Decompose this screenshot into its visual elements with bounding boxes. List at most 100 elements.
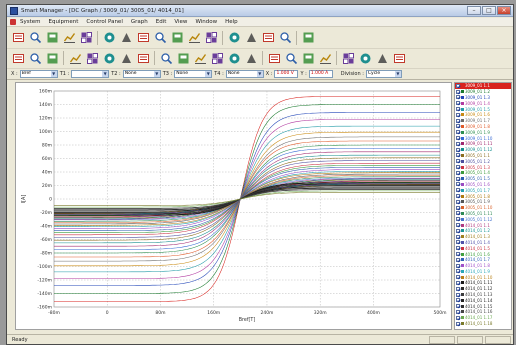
- series-checkbox[interactable]: [456, 292, 460, 297]
- series-list-item[interactable]: 3005_01 1.2: [455, 158, 511, 164]
- series-checkbox[interactable]: [456, 211, 460, 216]
- chart-view-icon[interactable]: [101, 50, 117, 66]
- menu-control-panel[interactable]: Control Panel: [86, 19, 123, 25]
- series-checkbox[interactable]: [456, 136, 460, 141]
- series-list-item[interactable]: 4014_01 1.2: [455, 228, 511, 234]
- align-left-icon[interactable]: [44, 50, 60, 66]
- print-icon[interactable]: [374, 50, 390, 66]
- window-icon[interactable]: [118, 30, 134, 46]
- division-select[interactable]: Cycle ▼: [365, 70, 402, 78]
- series-list-item[interactable]: 4014_01 1.9: [455, 269, 511, 275]
- series-checkbox[interactable]: [456, 101, 460, 106]
- chart-icon[interactable]: [203, 30, 219, 46]
- series-checkbox[interactable]: [456, 199, 460, 204]
- series-checkbox[interactable]: [456, 286, 460, 291]
- series-checkbox[interactable]: [456, 217, 460, 222]
- zoom-reset-icon[interactable]: [192, 50, 208, 66]
- scale-icon[interactable]: [300, 50, 316, 66]
- series-checkbox[interactable]: [456, 159, 460, 164]
- series-checkbox[interactable]: [456, 280, 460, 285]
- maximize-button[interactable]: □: [482, 6, 496, 15]
- series-list-item[interactable]: 3005_01 1.10: [455, 205, 511, 211]
- series-list-item[interactable]: 4014_01 1.14: [455, 297, 511, 303]
- record-icon[interactable]: [243, 50, 259, 66]
- series-list-item[interactable]: 3005_01 1.6: [455, 182, 511, 188]
- series-list-item[interactable]: 3009_01 1.3: [455, 95, 511, 101]
- y-scale-input[interactable]: 1.000 A: [308, 70, 333, 78]
- marker-icon[interactable]: [340, 50, 356, 66]
- series-checkbox[interactable]: [456, 298, 460, 303]
- export-icon[interactable]: [283, 50, 299, 66]
- series-checkbox[interactable]: [456, 252, 460, 256]
- series-checkbox[interactable]: [456, 118, 460, 123]
- t2-select[interactable]: None ▼: [122, 70, 161, 78]
- series-checkbox[interactable]: [456, 188, 460, 193]
- series-list-item[interactable]: 4014_01 1.16: [455, 309, 511, 315]
- series-list-item[interactable]: 3005_01 1.3: [455, 164, 511, 170]
- series-checkbox[interactable]: [456, 309, 460, 314]
- series-list-item[interactable]: 4014_01 1.1: [455, 222, 511, 228]
- series-checkbox[interactable]: [456, 240, 460, 245]
- series-list-item[interactable]: 4014_01 1.3: [455, 234, 511, 240]
- series-checkbox[interactable]: [456, 170, 460, 175]
- menu-window[interactable]: Window: [195, 19, 218, 25]
- open-file-icon[interactable]: [27, 30, 43, 46]
- write-icon[interactable]: [61, 30, 77, 46]
- info-icon[interactable]: [317, 50, 333, 66]
- series-checkbox[interactable]: [456, 107, 460, 112]
- book-icon[interactable]: [277, 30, 293, 46]
- series-list-item[interactable]: 4014_01 1.5: [455, 245, 511, 251]
- series-list-item[interactable]: 3009_01 1.5: [455, 106, 511, 112]
- menu-system[interactable]: System: [20, 19, 41, 25]
- series-list-item[interactable]: 3009_01 1.4: [455, 100, 511, 106]
- edit-icon[interactable]: [260, 30, 276, 46]
- series-checkbox[interactable]: [456, 176, 460, 181]
- series-checkbox[interactable]: [456, 269, 460, 274]
- list-icon[interactable]: [186, 30, 202, 46]
- dc-graph-panel[interactable]: -80m 0 80m 160m 240m 320m 400m 500m 160m 140m 120m…: [15, 82, 452, 330]
- series-checkbox[interactable]: [456, 153, 460, 158]
- series-checkbox[interactable]: [456, 223, 460, 228]
- series-list-item[interactable]: 3005_01 1.11: [455, 211, 511, 217]
- t3-select[interactable]: None ▼: [174, 70, 213, 78]
- series-list-item[interactable]: 3005_01 1.7: [455, 187, 511, 193]
- series-list-item[interactable]: 3009_01 1.1: [455, 83, 511, 89]
- menu-view[interactable]: View: [174, 19, 188, 25]
- series-checkbox[interactable]: [456, 228, 460, 233]
- series-list-item[interactable]: 4014_01 1.13: [455, 292, 511, 298]
- grid-toggle-icon[interactable]: [209, 50, 225, 66]
- series-list-item[interactable]: 4014_01 1.15: [455, 303, 511, 309]
- series-checkbox[interactable]: [456, 124, 460, 129]
- series-checkbox[interactable]: [456, 112, 460, 117]
- series-checkbox[interactable]: [456, 95, 460, 100]
- cursor-icon[interactable]: [226, 50, 242, 66]
- menu-graph[interactable]: Graph: [130, 19, 148, 25]
- series-checkbox[interactable]: [456, 257, 460, 262]
- mdi-controls[interactable]: [495, 19, 509, 25]
- series-list-item[interactable]: 4014_01 1.10: [455, 274, 511, 280]
- series-list-item[interactable]: 3009_01 1.12: [455, 147, 511, 153]
- axis-icon[interactable]: [118, 50, 134, 66]
- series-list-item[interactable]: 3009_01 1.6: [455, 112, 511, 118]
- series-list-item[interactable]: 3009_01 1.2: [455, 89, 511, 95]
- series-list-item[interactable]: 3009_01 1.7: [455, 118, 511, 124]
- series-checkbox[interactable]: [456, 246, 460, 251]
- zoom-fit-icon[interactable]: [175, 50, 191, 66]
- series-checkbox[interactable]: [456, 147, 460, 152]
- series-list-item[interactable]: 4014_01 1.7: [455, 257, 511, 263]
- series-list-item[interactable]: 4014_01 1.18: [455, 321, 511, 327]
- star-icon[interactable]: [27, 50, 43, 66]
- series-checkbox[interactable]: [456, 321, 460, 326]
- series-list-item[interactable]: 4014_01 1.17: [455, 315, 511, 321]
- align-right-icon[interactable]: [67, 50, 83, 66]
- zoom-out-icon[interactable]: [158, 50, 174, 66]
- series-checkbox[interactable]: [456, 315, 460, 320]
- dc-graph-chart[interactable]: -80m 0 80m 160m 240m 320m 400m 500m 160m 140m 120m…: [16, 83, 453, 331]
- x-axis-select[interactable]: Bref ▼: [19, 70, 58, 78]
- tools-icon[interactable]: [10, 30, 26, 46]
- series-checkbox[interactable]: [456, 304, 460, 309]
- series-list-item[interactable]: 3009_01 1.9: [455, 129, 511, 135]
- series-list-item[interactable]: 4014_01 1.6: [455, 251, 511, 257]
- t1-select[interactable]: ▼: [71, 70, 110, 78]
- menu-edit[interactable]: Edit: [155, 19, 167, 25]
